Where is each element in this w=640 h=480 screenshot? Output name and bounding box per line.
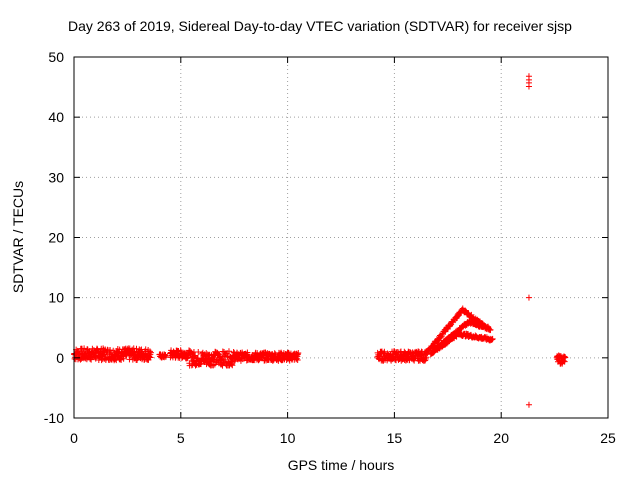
data-point bbox=[244, 349, 251, 356]
grid bbox=[74, 57, 608, 418]
data-point bbox=[229, 362, 236, 369]
data-point bbox=[562, 354, 569, 361]
x-tick-label: 20 bbox=[493, 430, 509, 446]
data-point bbox=[295, 350, 302, 357]
x-tick-label: 25 bbox=[600, 430, 616, 446]
data-point bbox=[525, 83, 532, 90]
x-tick-label: 10 bbox=[280, 430, 296, 446]
data-series-sdtvar bbox=[71, 73, 569, 408]
data-point bbox=[256, 356, 263, 363]
data-point bbox=[487, 326, 494, 333]
data-point bbox=[222, 356, 229, 363]
y-tick-label: 20 bbox=[48, 230, 64, 246]
y-tick-label: 40 bbox=[48, 109, 64, 125]
data-point bbox=[525, 294, 532, 301]
data-point bbox=[120, 355, 127, 362]
data-point bbox=[224, 353, 231, 360]
x-tick-label: 15 bbox=[387, 430, 403, 446]
data-point bbox=[147, 349, 154, 356]
data-point bbox=[228, 361, 235, 368]
y-tick-label: 0 bbox=[56, 350, 64, 366]
y-tick-label: 30 bbox=[48, 169, 64, 185]
x-tick-label: 5 bbox=[177, 430, 185, 446]
data-point bbox=[489, 335, 496, 342]
x-tick-label: 0 bbox=[70, 430, 78, 446]
data-point bbox=[423, 354, 430, 361]
data-point bbox=[183, 355, 190, 362]
y-tick-label: 10 bbox=[48, 290, 64, 306]
chart-title: Day 263 of 2019, Sidereal Day-to-day VTE… bbox=[68, 18, 572, 34]
y-tick-label: 50 bbox=[48, 49, 64, 65]
axis-ticks: 0 5 10 15 20 25 -10 0 10 20 30 40 50 bbox=[44, 49, 616, 446]
y-tick-label: -10 bbox=[44, 410, 64, 426]
data-point bbox=[225, 348, 232, 355]
data-point bbox=[294, 357, 301, 364]
y-axis-label: SDTVAR / TECUs bbox=[10, 180, 26, 294]
data-point bbox=[525, 401, 532, 408]
data-point bbox=[137, 347, 144, 354]
x-axis-label: GPS time / hours bbox=[287, 457, 395, 473]
data-point bbox=[107, 347, 114, 354]
data-point bbox=[195, 349, 202, 356]
